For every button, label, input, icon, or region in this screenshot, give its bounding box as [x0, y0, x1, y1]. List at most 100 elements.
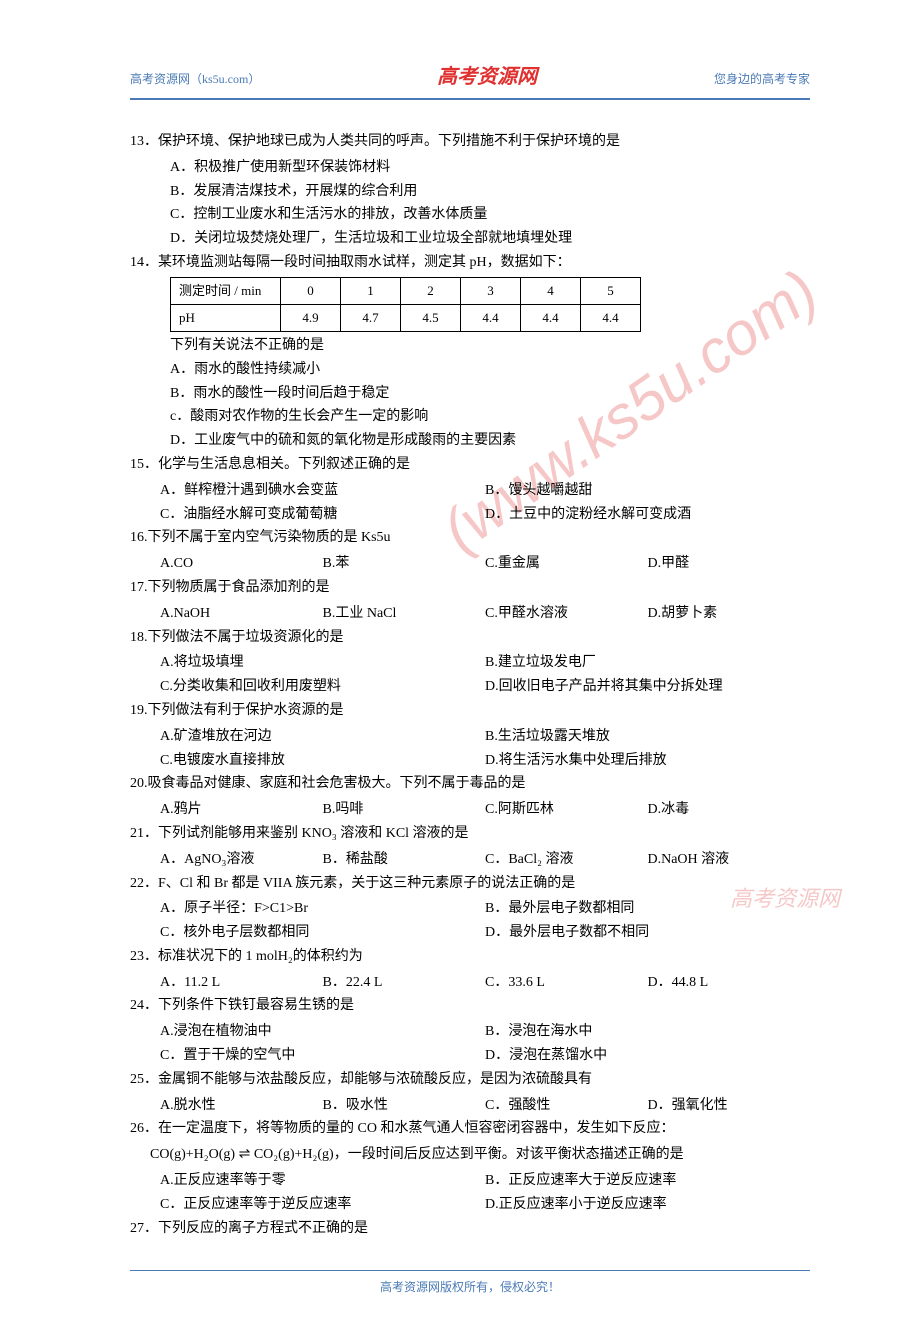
q21-b: B．稀盐酸 [323, 848, 486, 872]
q19-a: A.矿渣堆放在河边 [160, 725, 485, 749]
q22-row2: C．核外电子层数都相同 D．最外层电子数都不相同 [130, 921, 810, 945]
q23-c: C．33.6 L [485, 971, 648, 995]
header-right: 您身边的高考专家 [714, 69, 810, 89]
q23-opts: A．11.2 L B．22.4 L C．33.6 L D．44.8 L [130, 971, 810, 995]
table-cell: 4.4 [461, 304, 521, 331]
q22-d: D．最外层电子数都不相同 [485, 921, 810, 945]
q19-c: C.电镀废水直接排放 [160, 749, 485, 773]
q26-stem: 26．在一定温度下，将等物质的量的 CO 和水蒸气通人恒容密闭容器中，发生如下反… [130, 1117, 810, 1141]
q25-b: B．吸水性 [323, 1094, 486, 1118]
q13-stem: 13．保护环境、保护地球已成为人类共同的呼声。下列措施不利于保护环境的是 [130, 130, 810, 154]
q25-a: A.脱水性 [160, 1094, 323, 1118]
q15-a: A．鲜榨橙汁遇到碘水会变蓝 [160, 479, 485, 503]
q17-stem: 17.下列物质属于食品添加剂的是 [130, 576, 810, 600]
table-cell: 4.9 [281, 304, 341, 331]
q18-d: D.回收旧电子产品并将其集中分拆处理 [485, 675, 810, 699]
q18-b: B.建立垃圾发电厂 [485, 651, 810, 675]
q20-opts: A.鸦片 B.吗啡 C.阿斯匹林 D.冰毒 [130, 798, 810, 822]
q14-stem: 14．某环境监测站每隔一段时间抽取雨水试样，测定其 pH，数据如下： [130, 251, 810, 275]
q22-c: C．核外电子层数都相同 [160, 921, 485, 945]
q26-d: D.正反应速率小于逆反应速率 [485, 1193, 810, 1217]
header-center: 高考资源网 [437, 60, 537, 94]
table-cell: 4.5 [401, 304, 461, 331]
q16-d: D.甲醛 [648, 552, 811, 576]
q15-d: D．土豆中的淀粉经水解可变成酒 [485, 503, 810, 527]
table-cell: 4.4 [521, 304, 581, 331]
q22-stem: 22．F、Cl 和 Br 都是 VIIA 族元素，关于这三种元素原子的说法正确的… [130, 872, 810, 896]
q15-b: B．馒头越嚼越甜 [485, 479, 810, 503]
q22-a: A．原子半径：F>C1>Br [160, 897, 485, 921]
q19-b: B.生活垃圾露天堆放 [485, 725, 810, 749]
q22-row1: A．原子半径：F>C1>Br B．最外层电子数都相同 [130, 897, 810, 921]
q17-c: C.甲醛水溶液 [485, 602, 648, 626]
q21-stem: 21．下列试剂能够用来鉴别 KNO₃ 溶液和 KCl 溶液的是 [130, 822, 810, 846]
q21-d: D.NaOH 溶液 [648, 848, 811, 872]
q14-a: A．雨水的酸性持续减小 [130, 358, 810, 382]
q17-d: D.胡萝卜素 [648, 602, 811, 626]
q19-row1: A.矿渣堆放在河边 B.生活垃圾露天堆放 [130, 725, 810, 749]
q16-a: A.CO [160, 552, 323, 576]
q14-b: B．雨水的酸性一段时间后趋于稳定 [130, 382, 810, 406]
q26-b: B．正反应速率大于逆反应速率 [485, 1169, 810, 1193]
q19-stem: 19.下列做法有利于保护水资源的是 [130, 699, 810, 723]
q14-row1-label: 测定时间 / min [171, 277, 281, 304]
q24-b: B．浸泡在海水中 [485, 1020, 810, 1044]
q14-table: 测定时间 / min 0 1 2 3 4 5 pH 4.9 4.7 4.5 4.… [170, 277, 641, 332]
q23-b: B．22.4 L [323, 971, 486, 995]
q25-stem: 25．金属铜不能够与浓盐酸反应，却能够与浓硫酸反应，是因为浓硫酸具有 [130, 1068, 810, 1092]
q20-d: D.冰毒 [648, 798, 811, 822]
q18-c: C.分类收集和回收利用废塑料 [160, 675, 485, 699]
q14-c: c．酸雨对农作物的生长会产生一定的影响 [130, 405, 810, 429]
q24-c: C．置于干燥的空气中 [160, 1044, 485, 1068]
table-cell: 3 [461, 277, 521, 304]
content-body: 13．保护环境、保护地球已成为人类共同的呼声。下列措施不利于保护环境的是 A．积… [130, 130, 810, 1240]
q19-row2: C.电镀废水直接排放 D.将生活污水集中处理后排放 [130, 749, 810, 773]
q24-row2: C．置于干燥的空气中 D．浸泡在蒸馏水中 [130, 1044, 810, 1068]
q18-row1: A.将垃圾填埋 B.建立垃圾发电厂 [130, 651, 810, 675]
q20-stem: 20.吸食毒品对健康、家庭和社会危害极大。下列不属于毒品的是 [130, 772, 810, 796]
q15-row1: A．鲜榨橙汁遇到碘水会变蓝 B．馒头越嚼越甜 [130, 479, 810, 503]
q13-b: B．发展清洁煤技术，开展煤的综合利用 [130, 180, 810, 204]
table-cell: 4 [521, 277, 581, 304]
q14-sub: 下列有关说法不正确的是 [130, 334, 810, 358]
q21-a: A．AgNO₃溶液 [160, 848, 323, 872]
q13-a: A．积极推广使用新型环保装饰材料 [130, 156, 810, 180]
q26-c: C．正反应速率等于逆反应速率 [160, 1193, 485, 1217]
q21-opts: A．AgNO₃溶液 B．稀盐酸 C．BaCl₂ 溶液 D.NaOH 溶液 [130, 848, 810, 872]
q13-c: C．控制工业废水和生活污水的排放，改善水体质量 [130, 203, 810, 227]
q26-row2: C．正反应速率等于逆反应速率 D.正反应速率小于逆反应速率 [130, 1193, 810, 1217]
q16-stem: 16.下列不属于室内空气污染物质的是 Ks5u [130, 526, 810, 550]
q20-a: A.鸦片 [160, 798, 323, 822]
q27-stem: 27．下列反应的离子方程式不正确的是 [130, 1217, 810, 1241]
q15-row2: C．油脂经水解可变成葡萄糖 D．土豆中的淀粉经水解可变成酒 [130, 503, 810, 527]
q22-b: B．最外层电子数都相同 [485, 897, 810, 921]
q26-row1: A.正反应速率等于零 B．正反应速率大于逆反应速率 [130, 1169, 810, 1193]
q17-b: B.工业 NaCl [323, 602, 486, 626]
table-cell: 4.7 [341, 304, 401, 331]
q14-d: D．工业废气中的硫和氮的氧化物是形成酸雨的主要因素 [130, 429, 810, 453]
q13-d: D．关闭垃圾焚烧处理厂，生活垃圾和工业垃圾全部就地填埋处理 [130, 227, 810, 251]
table-cell: 4.4 [581, 304, 641, 331]
q18-row2: C.分类收集和回收利用废塑料 D.回收旧电子产品并将其集中分拆处理 [130, 675, 810, 699]
q25-opts: A.脱水性 B．吸水性 C．强酸性 D．强氧化性 [130, 1094, 810, 1118]
q15-c: C．油脂经水解可变成葡萄糖 [160, 503, 485, 527]
q15-stem: 15．化学与生活息息相关。下列叙述正确的是 [130, 453, 810, 477]
q24-a: A.浸泡在植物油中 [160, 1020, 485, 1044]
page-footer: 高考资源网版权所有，侵权必究！ [130, 1270, 810, 1297]
q24-d: D．浸泡在蒸馏水中 [485, 1044, 810, 1068]
q19-d: D.将生活污水集中处理后排放 [485, 749, 810, 773]
table-cell: 2 [401, 277, 461, 304]
q16-opts: A.CO B.苯 C.重金属 D.甲醛 [130, 552, 810, 576]
q25-c: C．强酸性 [485, 1094, 648, 1118]
q25-d: D．强氧化性 [648, 1094, 811, 1118]
q26-eq: CO(g)+H₂O(g) ⇌ CO₂(g)+H₂(g)，一段时间后反应达到平衡。… [130, 1143, 810, 1167]
q16-c: C.重金属 [485, 552, 648, 576]
q18-a: A.将垃圾填埋 [160, 651, 485, 675]
q26-a: A.正反应速率等于零 [160, 1169, 485, 1193]
q20-b: B.吗啡 [323, 798, 486, 822]
q17-a: A.NaOH [160, 602, 323, 626]
q21-c: C．BaCl₂ 溶液 [485, 848, 648, 872]
q24-stem: 24．下列条件下铁钉最容易生锈的是 [130, 994, 810, 1018]
q14-row2-label: pH [171, 304, 281, 331]
table-cell: 1 [341, 277, 401, 304]
